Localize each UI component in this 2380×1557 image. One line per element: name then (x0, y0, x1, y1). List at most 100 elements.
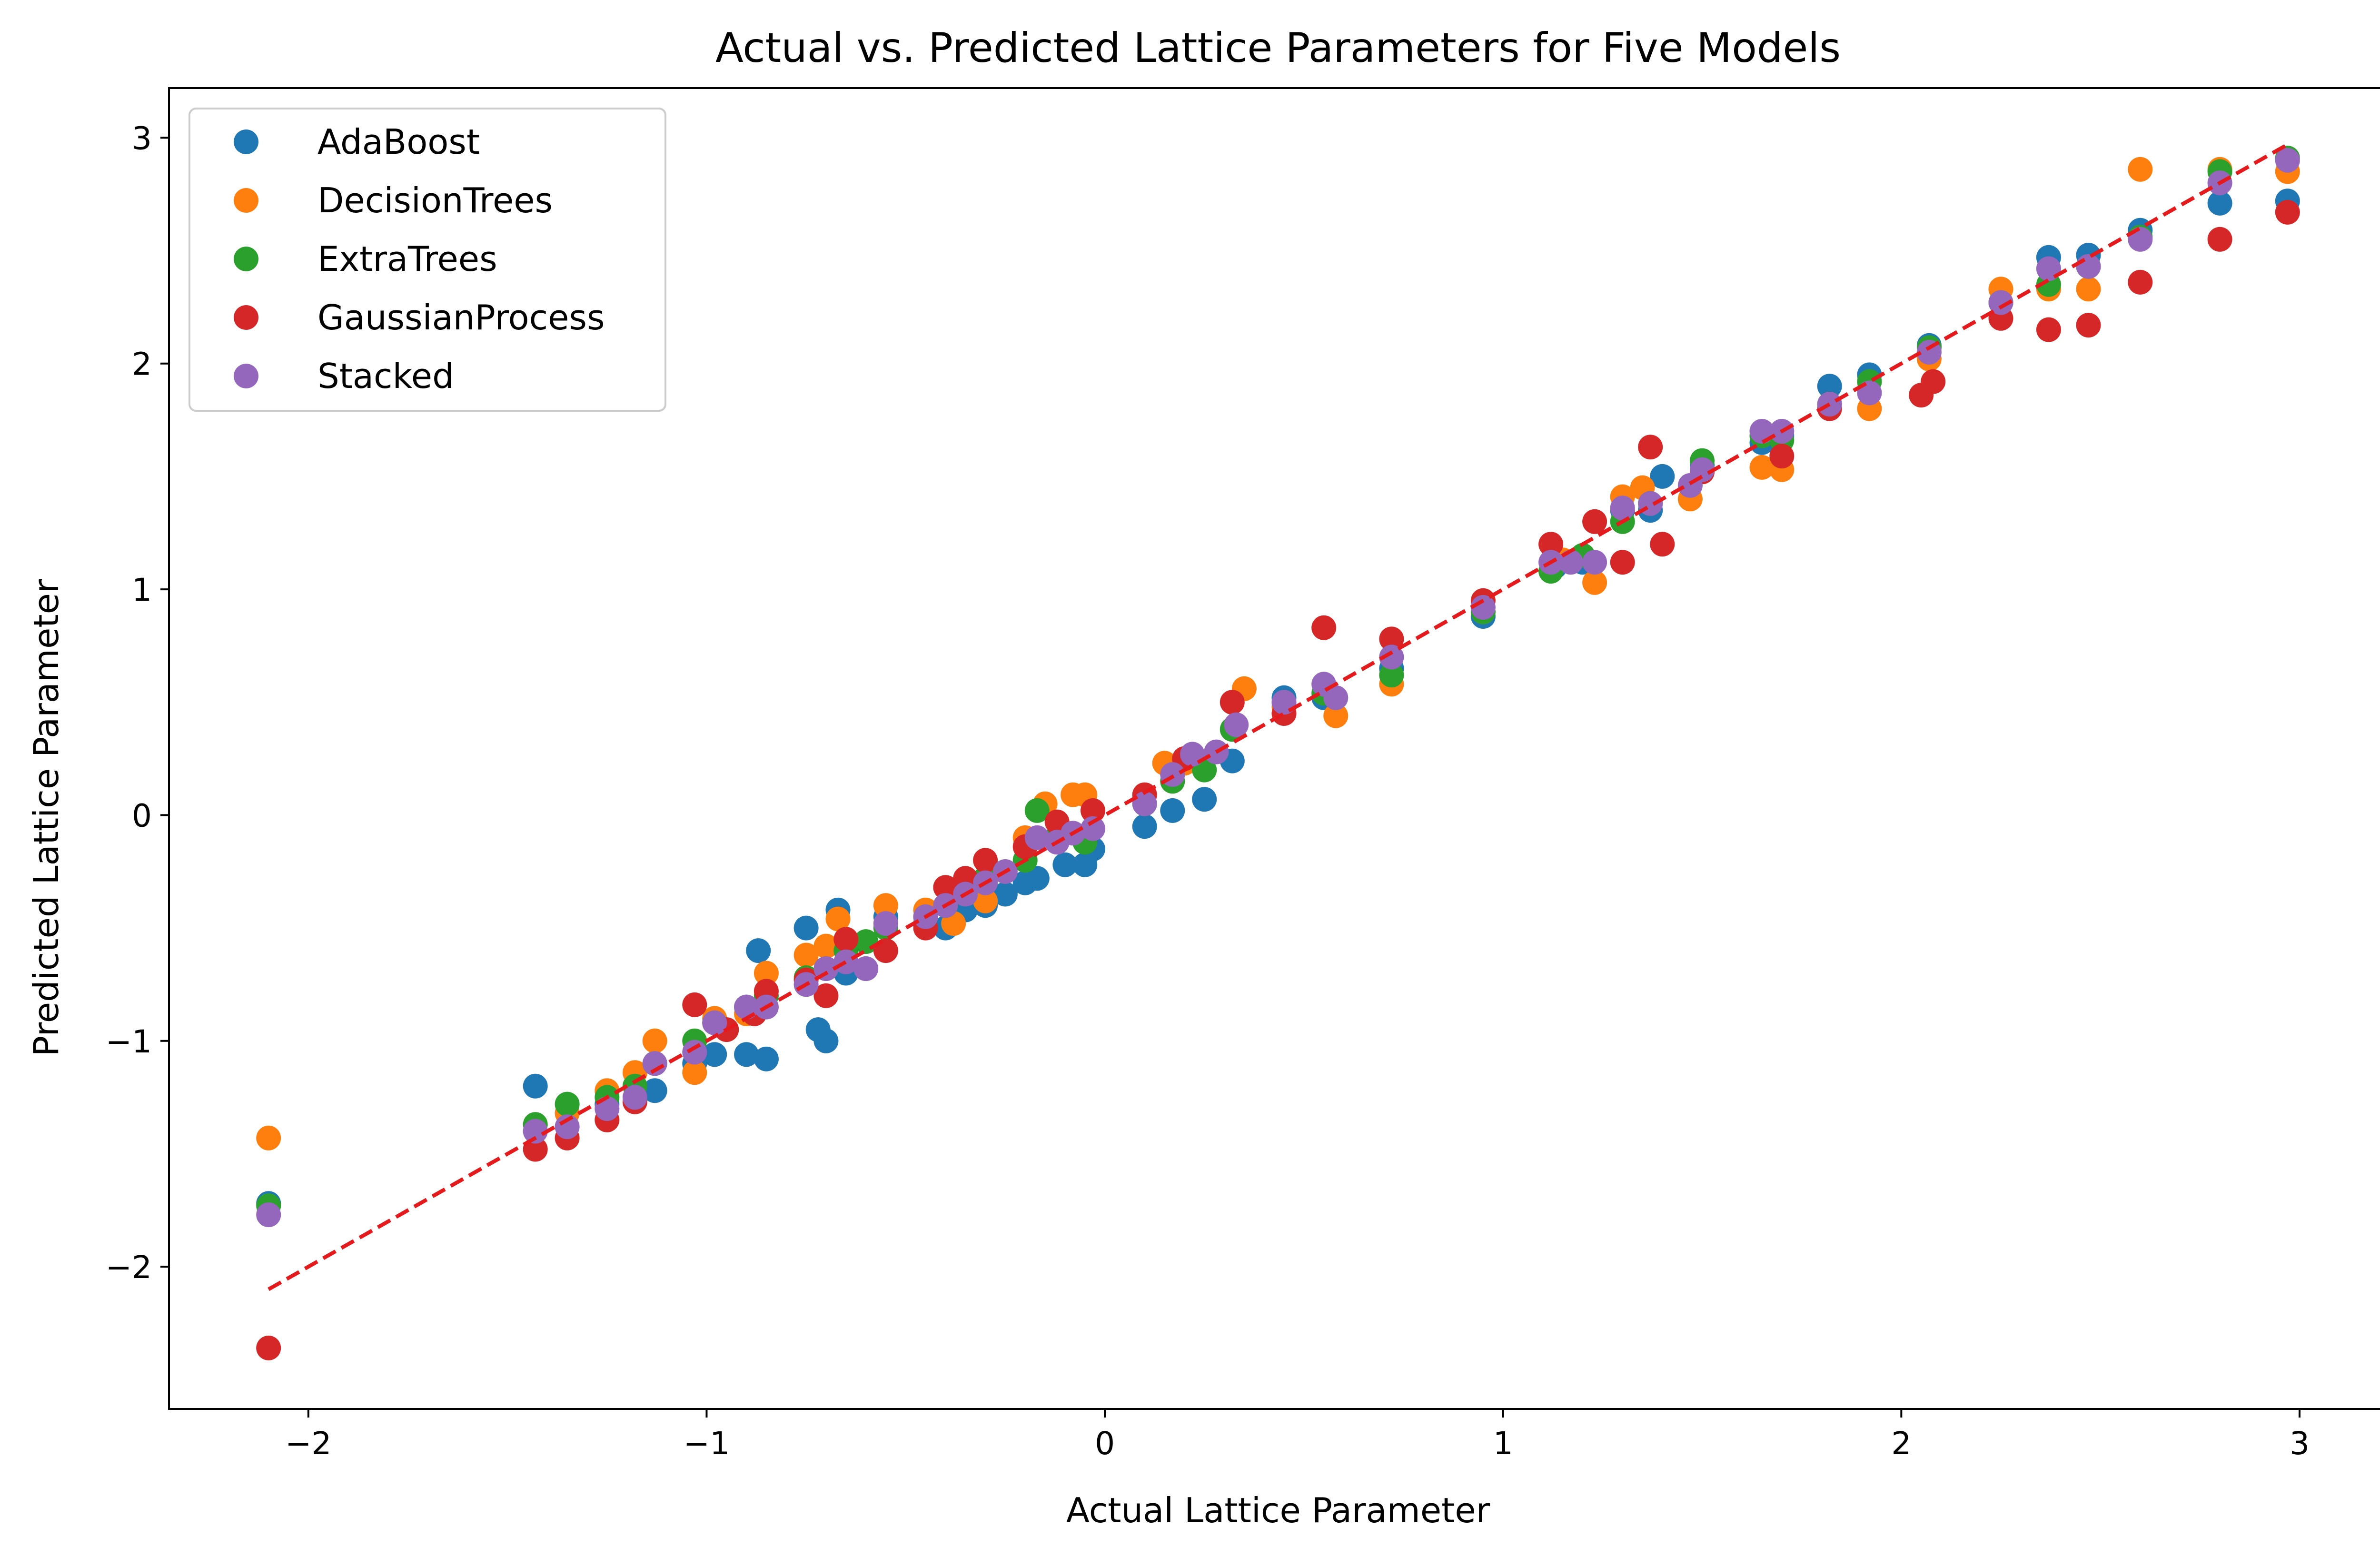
x-tick-label: 1 (1493, 1425, 1513, 1462)
data-point (622, 1085, 647, 1110)
data-point (642, 1028, 667, 1053)
data-point (1817, 392, 1842, 417)
y-tick-label: 0 (132, 797, 152, 834)
legend-marker (234, 129, 258, 154)
data-point (1470, 595, 1496, 620)
data-point (2275, 199, 2300, 225)
series-stacked (256, 148, 2300, 1228)
data-point (1323, 685, 1349, 710)
data-point (873, 893, 898, 918)
data-point (1024, 798, 1050, 823)
legend-marker (234, 247, 258, 271)
data-point (1857, 380, 1882, 406)
data-point (2128, 227, 2153, 252)
data-point (523, 1073, 548, 1099)
legend-label: ExtraTrees (317, 239, 497, 279)
data-point (793, 942, 819, 968)
legend-marker (234, 188, 258, 213)
data-point (825, 906, 851, 932)
data-point (1582, 570, 1607, 595)
data-point (754, 961, 779, 986)
data-point (1538, 532, 1564, 557)
data-point (682, 1060, 707, 1085)
data-point (555, 1114, 580, 1140)
x-tick-label: −2 (285, 1425, 331, 1462)
data-point (873, 911, 898, 936)
data-point (813, 933, 839, 959)
data-point (1610, 550, 1635, 575)
data-point (973, 848, 998, 873)
x-tick-label: 3 (2290, 1425, 2310, 1462)
data-point (1180, 742, 1205, 767)
data-point (1650, 532, 1675, 557)
data-point (2076, 277, 2101, 302)
legend-label: AdaBoost (317, 122, 480, 162)
data-point (2207, 190, 2232, 216)
data-point (1749, 455, 1775, 480)
legend-label: DecisionTrees (317, 180, 553, 220)
y-axis: −2 −1 0 1 2 3 (106, 120, 169, 1286)
data-point (973, 888, 998, 913)
data-point (2275, 148, 2300, 173)
data-point (256, 1202, 281, 1228)
data-point (1379, 663, 1404, 688)
y-tick-label: −1 (106, 1023, 152, 1060)
x-tick-label: −1 (684, 1425, 730, 1462)
legend-marker (234, 305, 258, 330)
legend: AdaBoost DecisionTrees ExtraTrees GaussianP… (188, 108, 666, 412)
data-point (1132, 814, 1157, 839)
data-point (1690, 457, 1715, 482)
data-point (833, 927, 859, 952)
y-tick-label: 1 (132, 572, 152, 608)
data-point (1650, 464, 1675, 489)
legend-label: Stacked (317, 356, 454, 396)
chart-title: Actual vs. Predicted Lattice Parameters … (715, 24, 1841, 72)
x-axis: −2 −1 0 1 2 3 (285, 1409, 2310, 1462)
data-point (682, 1040, 707, 1065)
data-point (2036, 317, 2061, 342)
data-point (1582, 509, 1607, 534)
data-point (2207, 227, 2232, 252)
data-point (1024, 866, 1050, 891)
data-point (555, 1091, 580, 1117)
data-point (813, 983, 839, 1008)
data-point (642, 1051, 667, 1076)
data-point (1311, 615, 1337, 640)
data-point (853, 956, 879, 981)
data-point (1024, 825, 1050, 850)
y-tick-label: 3 (132, 120, 152, 157)
legend-box (188, 108, 666, 412)
data-point (1160, 798, 1185, 823)
data-point (682, 992, 707, 1017)
data-point (1817, 374, 1842, 399)
data-point (754, 1046, 779, 1071)
data-point (2036, 256, 2061, 281)
data-point (1988, 290, 2013, 315)
data-point (256, 1125, 281, 1150)
y-axis-label: Predicted Lattice Parameter (26, 579, 66, 1056)
data-point (1224, 712, 1249, 737)
data-point (2076, 313, 2101, 338)
data-point (702, 1042, 727, 1067)
data-point (2076, 254, 2101, 279)
data-point (1582, 550, 1607, 575)
data-point (1271, 690, 1297, 715)
data-point (992, 882, 1018, 907)
data-point (1638, 435, 1663, 460)
y-tick-label: 2 (132, 346, 152, 383)
data-point (2128, 157, 2153, 182)
data-point (1132, 791, 1157, 816)
data-point (256, 1335, 281, 1360)
data-point (702, 1010, 727, 1035)
data-point (1921, 369, 1946, 394)
data-point (2128, 269, 2153, 295)
data-point (1220, 690, 1245, 715)
data-point (1192, 787, 1217, 812)
legend-entries: AdaBoost DecisionTrees ExtraTrees GaussianP… (234, 122, 605, 396)
data-point (1052, 852, 1078, 877)
data-point (523, 1119, 548, 1144)
data-point (746, 938, 771, 963)
data-point (793, 915, 819, 941)
data-point (595, 1096, 620, 1121)
